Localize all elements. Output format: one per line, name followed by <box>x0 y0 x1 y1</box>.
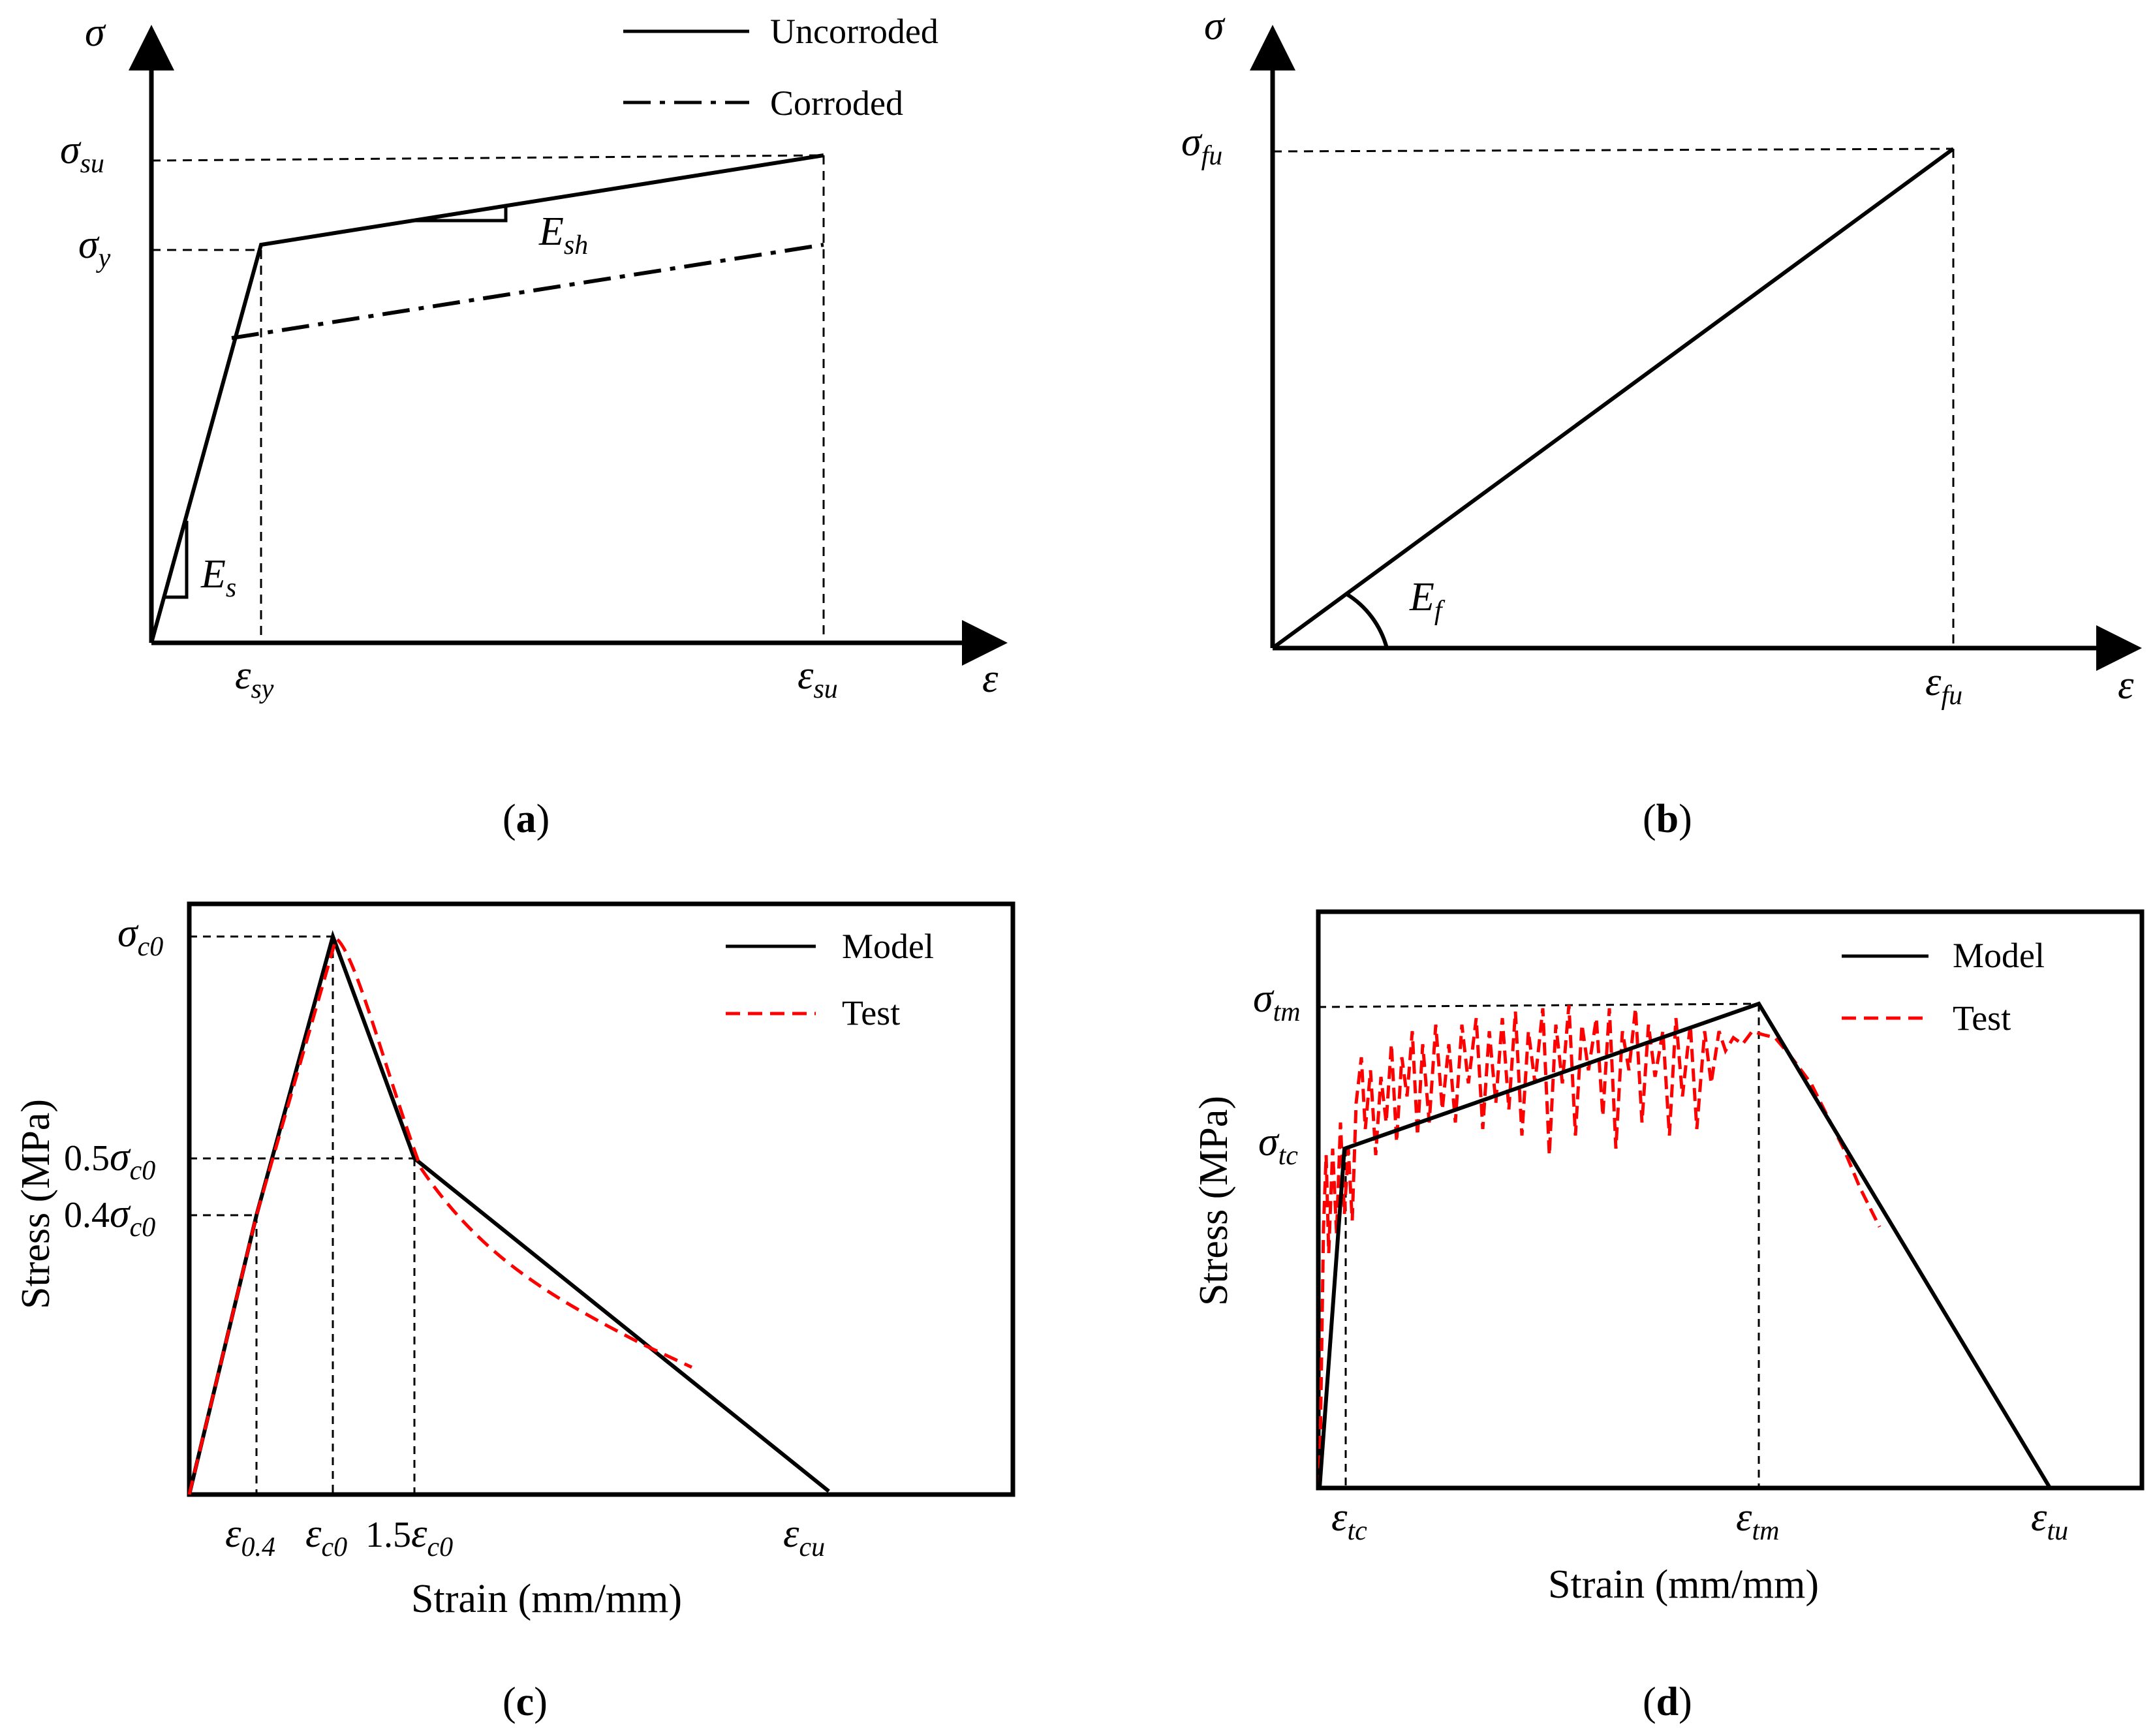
panel-d-caption: (d) <box>1643 1680 1692 1724</box>
panel-a-uncorroded-curve <box>149 153 824 643</box>
panel-a-legend: Uncorroded Corroded <box>623 12 938 123</box>
panel-d-guide-tm-h <box>1318 1002 1759 1008</box>
panel-b-guide-fu-h <box>1272 147 1954 153</box>
panel-b-xtick-fu: εfu <box>1925 660 1962 711</box>
panel-c-xtick-15: 1.5εc0 <box>365 1511 453 1562</box>
panel-d-xtick-tu: εtu <box>2031 1495 2068 1546</box>
panel-a-x-axis-symbol: ε <box>982 657 999 701</box>
panel-b-ytick-fu: σfu <box>1181 120 1222 171</box>
panel-d-ytick-tm: σtm <box>1253 976 1301 1027</box>
panel-b-angle-arc <box>1345 592 1389 649</box>
panel-b-y-axis-symbol: σ <box>1204 4 1226 48</box>
panel-a-caption: (a) <box>503 797 550 841</box>
panel-a-es-label: Es <box>200 552 236 603</box>
panel-a-esh-label: Esh <box>538 209 588 260</box>
panel-d-xtick-tc: εtc <box>1331 1495 1367 1546</box>
panel-c-test-curve <box>187 935 693 1495</box>
panel-b: σ ε σfu εfu Ef (b) <box>1181 4 2142 841</box>
panel-c-xtick-cu: εcu <box>783 1511 825 1562</box>
panel-a-legend-uncorroded-label: Uncorroded <box>770 12 938 51</box>
panel-d-legend-model-label: Model <box>1953 936 2045 975</box>
panel-d-model-curve <box>1318 1001 2051 1489</box>
panel-c-ytick-c0: σc0 <box>117 911 163 962</box>
panel-d-ylabel: Stress (MPa) <box>1192 1096 1236 1306</box>
panel-d-frame <box>1316 909 2145 1491</box>
panel-d: σtm σtc εtc εtm εtu Strain (mm/mm) Stres… <box>1192 909 2145 1724</box>
panel-a-ytick-y: σy <box>78 223 111 273</box>
panel-c-ytick-04: 0.4σc0 <box>64 1192 155 1243</box>
panel-d-xlabel: Strain (mm/mm) <box>1548 1562 1819 1607</box>
panel-c-ytick-05: 0.5σc0 <box>64 1135 155 1186</box>
panel-c-legend: Model Test <box>726 927 934 1032</box>
panel-c-legend-test-label: Test <box>842 993 900 1032</box>
panel-b-caption: (b) <box>1643 797 1692 841</box>
panel-c-model-curve <box>187 930 830 1495</box>
panel-a-ytick-su: σsu <box>60 128 104 179</box>
panel-c-frame <box>187 901 1015 1497</box>
panel-a-y-axis-symbol: σ <box>85 10 106 55</box>
panel-c-xtick-c0: εc0 <box>305 1511 347 1562</box>
panel-c-ylabel: Stress (MPa) <box>14 1099 58 1309</box>
panel-a-guide-su <box>151 154 824 162</box>
panel-d-xtick-tm: εtm <box>1736 1495 1779 1546</box>
panel-a-esh-triangle <box>411 206 508 223</box>
panel-d-legend-test-label: Test <box>1953 999 2011 1038</box>
panel-a-legend-corroded-label: Corroded <box>770 84 903 123</box>
panel-c-caption: (c) <box>503 1680 548 1724</box>
panel-d-legend: Model Test <box>1842 936 2045 1038</box>
panel-a-corroded-curve <box>231 243 824 340</box>
panel-a: σ ε σsu σy εsy εsu Esh Es Uncorroded Cor… <box>60 10 1008 841</box>
panel-c-xlabel: Strain (mm/mm) <box>411 1577 682 1621</box>
panel-a-xtick-sy: εsy <box>235 653 274 704</box>
panel-c-legend-model-label: Model <box>842 927 934 966</box>
panel-b-linear-curve <box>1271 147 1955 650</box>
panel-a-es-triangle <box>165 521 189 599</box>
panel-c-xtick-04: ε0.4 <box>225 1511 275 1562</box>
panel-c: σc0 0.5σc0 0.4σc0 ε0.4 εc0 1.5εc0 εcu St… <box>14 901 1015 1724</box>
panel-b-ef-label: Ef <box>1409 575 1446 626</box>
panel-d-ytick-tc: σtc <box>1258 1120 1298 1171</box>
panel-a-xtick-su: εsu <box>798 653 838 704</box>
panel-d-test-curve <box>1318 1004 1882 1489</box>
panel-b-x-axis-symbol: ε <box>2118 663 2134 707</box>
